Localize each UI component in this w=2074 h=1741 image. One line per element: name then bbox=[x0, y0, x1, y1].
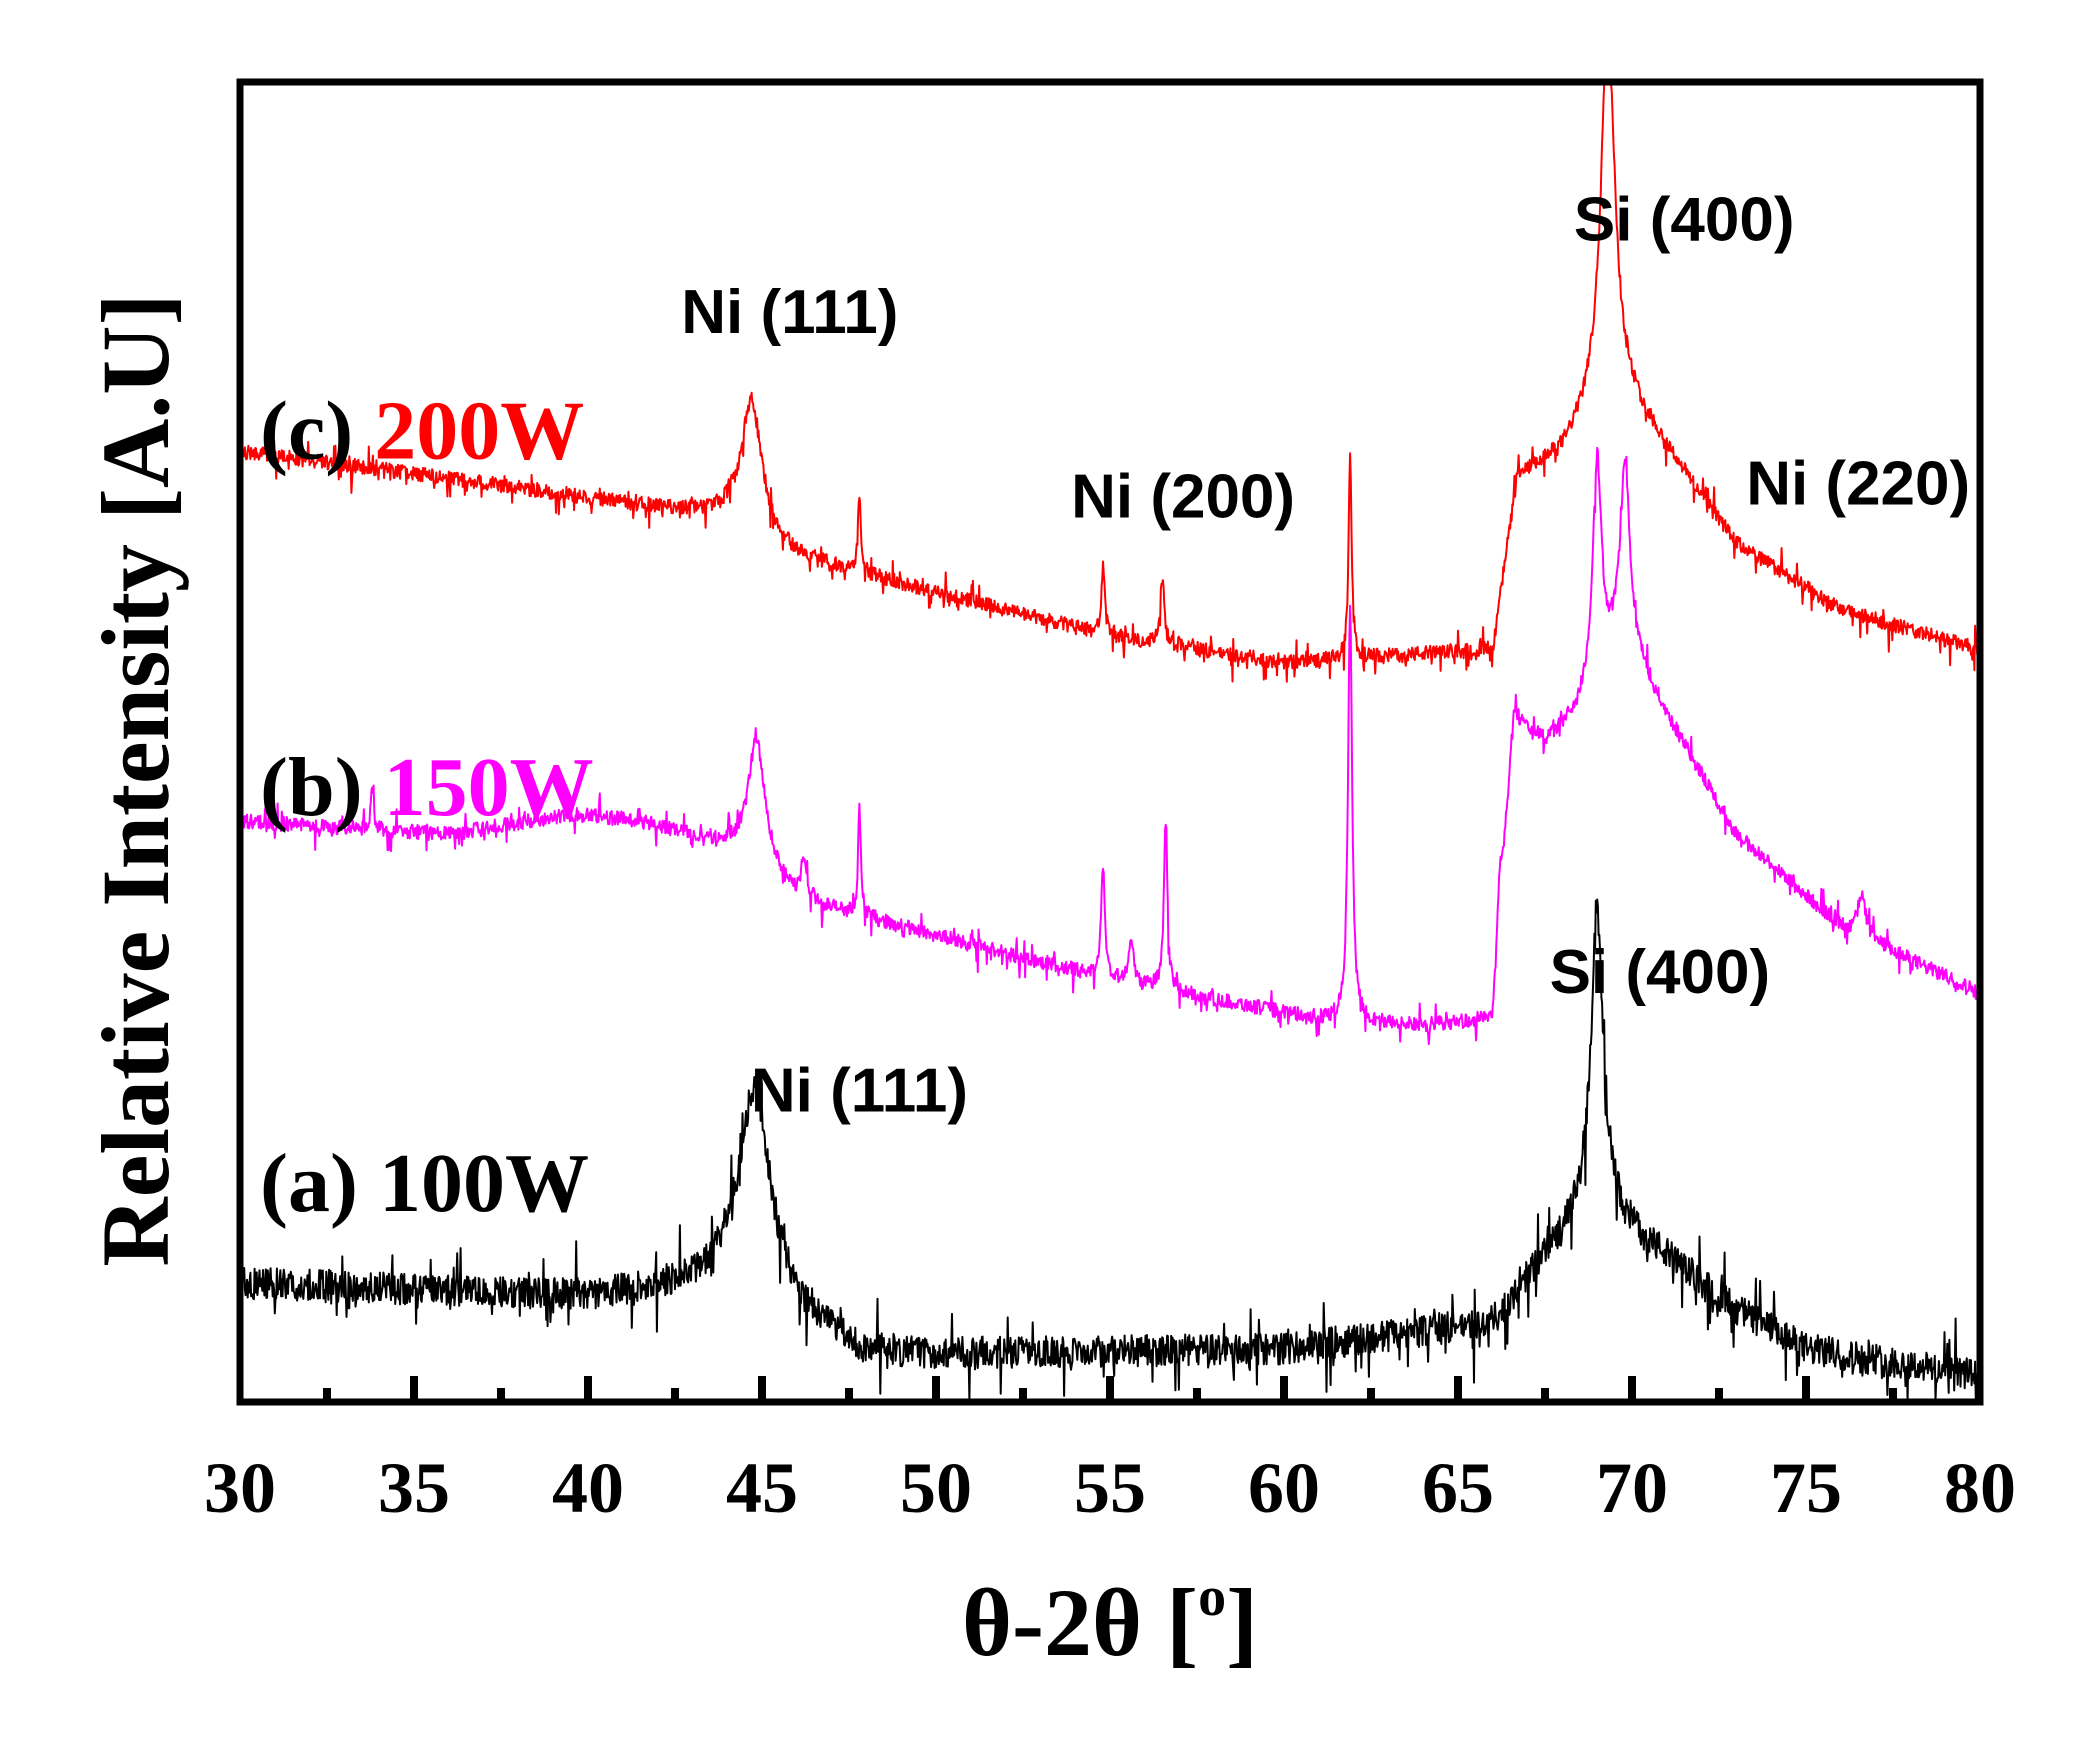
peak-annotation: Ni (200) bbox=[1071, 463, 1295, 532]
x-tick-label: 60 bbox=[1248, 1448, 1320, 1528]
series-label-100w: (a) 100W bbox=[260, 1137, 589, 1230]
x-axis-title-sup: o bbox=[1198, 1566, 1226, 1628]
peak-annotation: Ni (111) bbox=[751, 1057, 968, 1126]
x-tick-label: 80 bbox=[1944, 1448, 2016, 1528]
y-axis-title: Relative Intensity [A.U] bbox=[82, 293, 189, 1266]
x-tick-label: 50 bbox=[900, 1448, 972, 1528]
x-tick-label: 30 bbox=[204, 1448, 276, 1528]
annotation-layer: Ni (111) Si (400) Ni (200) Ni (220) Si (400)… bbox=[681, 185, 1970, 1125]
x-tick-label: 70 bbox=[1596, 1448, 1668, 1528]
series-line-100w bbox=[239, 898, 1981, 1401]
peak-annotation: Ni (111) bbox=[681, 278, 898, 347]
peak-annotation: Ni (220) bbox=[1746, 449, 1970, 518]
peak-annotation: Si (400) bbox=[1550, 938, 1771, 1007]
peak-annotation: Si (400) bbox=[1574, 185, 1795, 254]
series-label-150w: (b) 150W bbox=[260, 741, 594, 834]
series-label-200w: (c) 200W bbox=[260, 384, 584, 477]
x-tick-label: 45 bbox=[726, 1448, 798, 1528]
series-line-150w bbox=[239, 446, 1981, 1046]
x-tick-label: 40 bbox=[552, 1448, 624, 1528]
series-layer bbox=[239, 83, 1981, 1401]
x-tick-label: 65 bbox=[1422, 1448, 1494, 1528]
series-label-layer: (a) 100W (b) 150W (c) 200W bbox=[260, 384, 594, 1229]
x-tick-label: 75 bbox=[1770, 1448, 1842, 1528]
x-tick-label: 55 bbox=[1074, 1448, 1146, 1528]
x-tick-label: 35 bbox=[378, 1448, 450, 1528]
series-line-200w bbox=[239, 83, 1981, 683]
plot-frame bbox=[236, 78, 1984, 1406]
x-axis-title-end: ] bbox=[1226, 1569, 1258, 1676]
ticks-layer: 30 35 40 45 50 55 60 65 70 75 80 bbox=[204, 1376, 2016, 1528]
x-axis-title: θ-2θ [o] bbox=[962, 1566, 1258, 1676]
x-axis-title-base: θ-2θ [ bbox=[962, 1569, 1198, 1676]
